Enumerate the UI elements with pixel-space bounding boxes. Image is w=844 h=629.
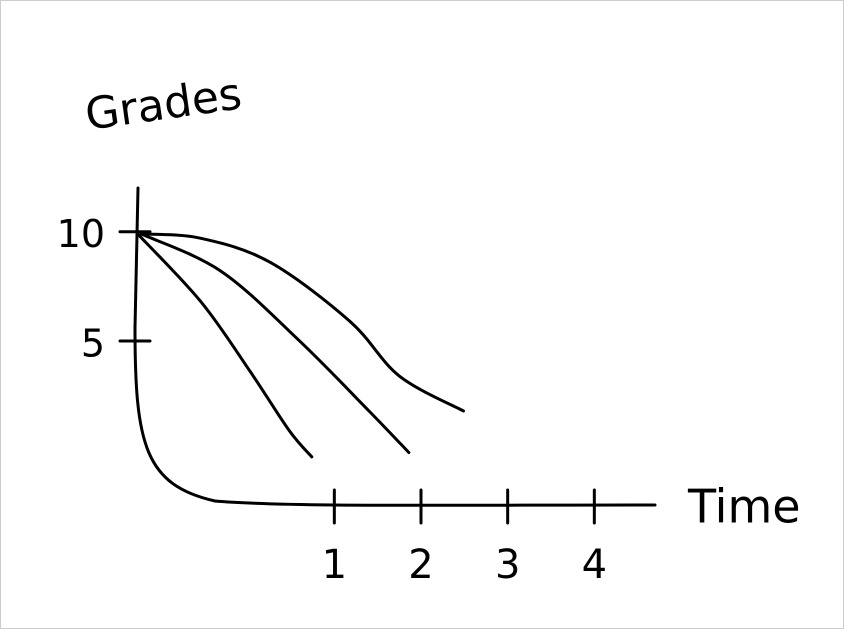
line [139, 232, 465, 413]
x-axis-label: Time [687, 480, 801, 534]
line [139, 232, 411, 455]
axes [133, 186, 657, 507]
y-tick-label: 5 [81, 322, 105, 366]
x-tick-label: 1 [322, 542, 347, 588]
x-tick-label: 2 [408, 542, 433, 588]
y-tick-label: 10 [57, 212, 105, 256]
line [136, 232, 314, 459]
x-tick-label: 4 [582, 542, 607, 588]
x-tick-label: 3 [495, 542, 520, 588]
